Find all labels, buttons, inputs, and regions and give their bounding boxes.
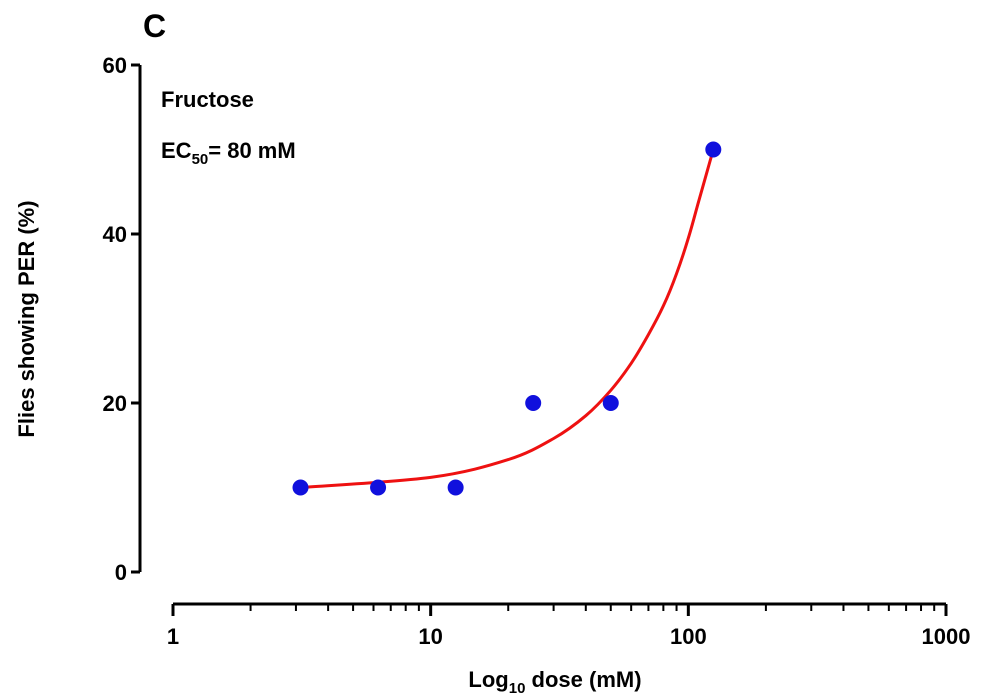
y-axis-label: Flies showing PER (%) — [14, 200, 39, 437]
x-tick-label: 1 — [167, 624, 179, 649]
data-point — [292, 479, 309, 496]
y-tick-label: 20 — [103, 391, 127, 416]
x-tick-label: 1000 — [922, 624, 971, 649]
x-axis-label-main: Log — [468, 667, 508, 692]
data-point — [525, 395, 542, 411]
x-axis-label-sub: 10 — [509, 680, 526, 697]
x-axis-label: Log10 dose (mM) — [468, 667, 641, 697]
x-tick-label: 100 — [670, 624, 707, 649]
y-tick-label: 0 — [115, 560, 127, 585]
x-tick-label: 10 — [418, 624, 442, 649]
ec50-rest: = 80 mM — [208, 138, 295, 163]
x-axis: 1 10 100 1000 — [167, 602, 971, 649]
data-point — [370, 479, 387, 496]
y-tick-label: 60 — [103, 53, 127, 78]
data-point — [602, 395, 619, 411]
fit-curve — [300, 149, 715, 489]
y-axis: 0 20 40 60 — [103, 53, 142, 585]
data-point — [447, 479, 464, 496]
ec50-sub: 50 — [192, 151, 209, 168]
data-points — [292, 141, 722, 496]
x-axis-label-rest: dose (mM) — [525, 667, 641, 692]
data-point — [705, 141, 722, 158]
annotation-sugar: Fructose — [161, 87, 254, 112]
panel-label: C — [143, 8, 166, 44]
ec50-main: EC — [161, 138, 192, 163]
y-tick-label: 40 — [103, 222, 127, 247]
annotation-ec50: EC50= 80 mM — [161, 138, 296, 168]
